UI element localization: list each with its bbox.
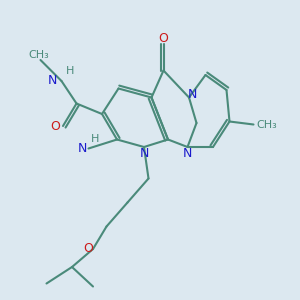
Text: H: H: [91, 134, 99, 145]
Text: CH₃: CH₃: [28, 50, 50, 61]
Text: N: N: [78, 142, 87, 155]
Text: O: O: [51, 119, 60, 133]
Text: N: N: [183, 146, 192, 160]
Text: N: N: [139, 146, 149, 160]
Text: CH₃: CH₃: [256, 119, 277, 130]
Text: N: N: [48, 74, 57, 88]
Text: O: O: [159, 32, 168, 46]
Text: H: H: [66, 65, 75, 76]
Text: O: O: [84, 242, 93, 256]
Text: N: N: [187, 88, 197, 101]
